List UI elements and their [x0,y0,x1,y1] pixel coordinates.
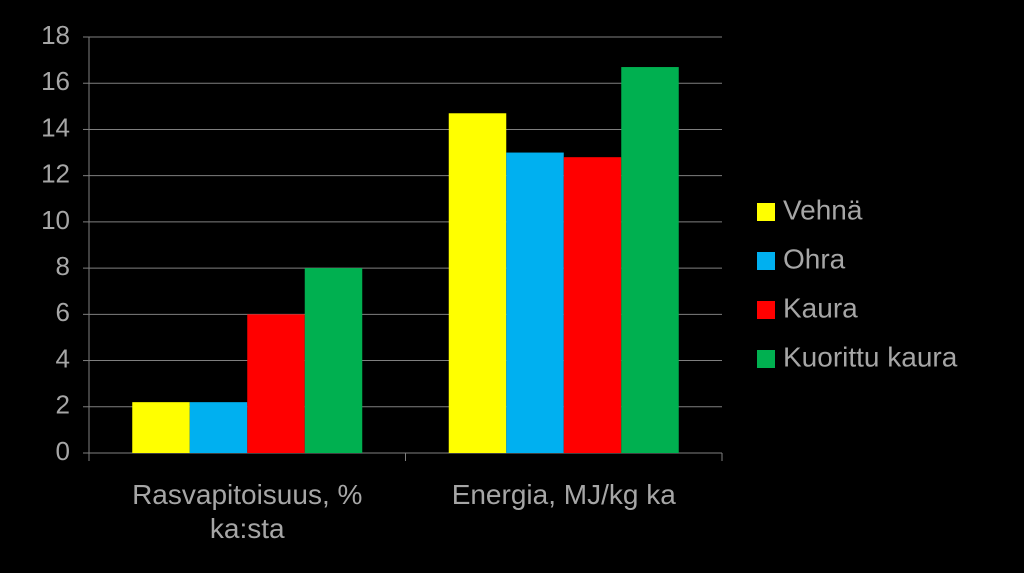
bar [247,314,305,453]
legend-swatch [757,203,775,221]
x-tick-label: Rasvapitoisuus, % ka:sta [132,479,363,544]
y-tick-label: 8 [56,251,70,281]
y-tick-label: 14 [41,112,70,142]
bar [448,113,507,454]
bar [189,402,248,453]
y-tick-label: 4 [56,343,70,373]
bar [563,157,622,453]
legend-label: Vehnä [783,194,863,225]
y-tick-label: 18 [41,20,70,50]
legend-label: Ohra [783,243,846,274]
x-tick-label: Energia, MJ/kg ka [451,479,676,510]
legend-swatch [757,350,775,368]
bar [132,402,190,453]
bar [506,152,564,454]
y-tick-label: 0 [56,436,70,466]
y-tick-label: 6 [56,297,70,327]
y-tick-label: 12 [41,159,70,189]
legend-label: Kaura [783,292,858,323]
bar [304,268,363,453]
y-tick-label: 16 [41,66,70,96]
y-tick-label: 2 [56,390,70,420]
legend-label: Kuorittu kaura [783,341,958,372]
legend-swatch [757,301,775,319]
y-tick-label: 10 [41,205,70,235]
bar [621,67,679,454]
legend-swatch [757,252,775,270]
